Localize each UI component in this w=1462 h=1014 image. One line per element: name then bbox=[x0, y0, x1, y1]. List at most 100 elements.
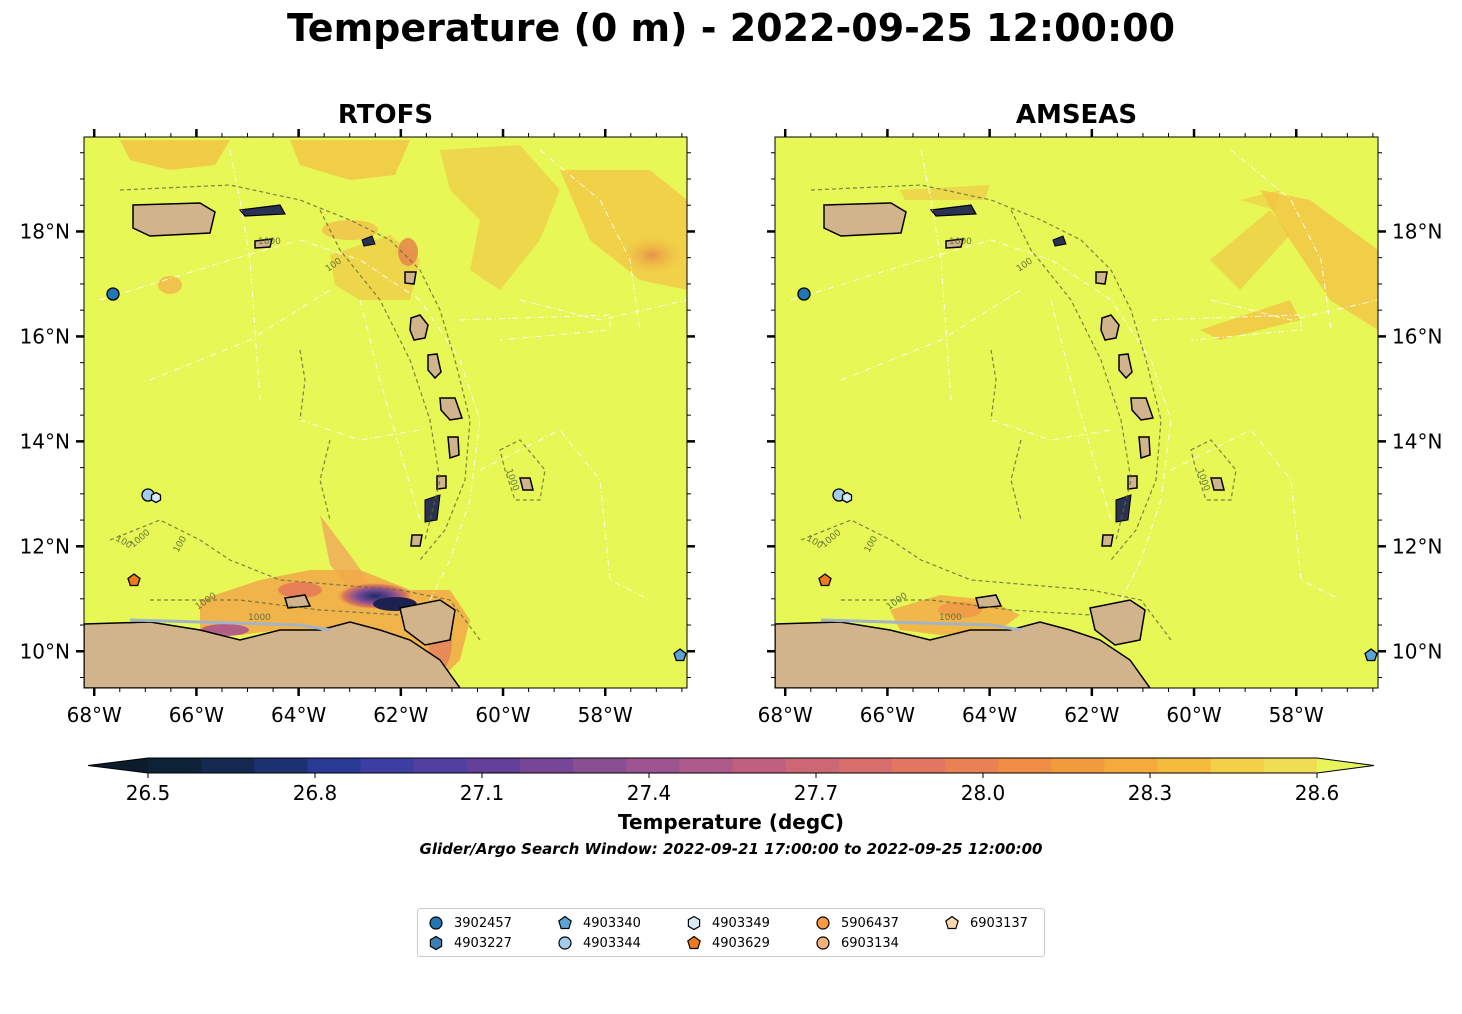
svg-text:1000: 1000 bbox=[949, 237, 972, 247]
marker-4903629 bbox=[818, 573, 832, 587]
svg-text:1000: 1000 bbox=[939, 613, 962, 623]
colorbar-segment bbox=[307, 758, 362, 773]
x-tick-label: 66°W bbox=[169, 703, 224, 727]
circle-marker-icon bbox=[558, 936, 572, 950]
x-tick-label: 62°W bbox=[373, 703, 428, 727]
y-tick-label: 12°N bbox=[1392, 534, 1442, 558]
colorbar-segment bbox=[1051, 758, 1105, 773]
circle-marker-icon bbox=[816, 936, 830, 950]
colorbar-segment bbox=[679, 758, 733, 773]
marker-4903349 bbox=[841, 491, 853, 504]
svg-text:1000: 1000 bbox=[258, 237, 281, 247]
x-tick-label: 60°W bbox=[475, 703, 530, 727]
pentagon-marker-icon bbox=[558, 915, 572, 930]
x-tick-label: 68°W bbox=[67, 703, 122, 727]
y-tick-label: 10°N bbox=[20, 639, 70, 663]
figure-title: Temperature (0 m) - 2022-09-25 12:00:00 bbox=[286, 6, 1176, 50]
marker-4903340 bbox=[673, 648, 687, 662]
x-tick-label: 66°W bbox=[860, 703, 915, 727]
y-tick-label: 18°N bbox=[20, 219, 70, 243]
hexagon-marker-icon bbox=[687, 915, 701, 931]
legend-item: 6903134 bbox=[815, 935, 899, 951]
colorbar-segment bbox=[998, 758, 1052, 773]
legend-item: 4903340 bbox=[557, 915, 641, 931]
panel-title-amseas: AMSEAS bbox=[1015, 100, 1138, 130]
axis-ticks: 68°W 66°W 64°W 62°W 60°W 58°W 18°N 16°N 14°N 12°N… bbox=[20, 129, 1442, 727]
pentagon-marker-icon bbox=[945, 915, 959, 930]
colorbar-tick-label: 27.7 bbox=[794, 781, 839, 805]
float-markers bbox=[797, 287, 1378, 662]
y-tick-label: 16°N bbox=[1392, 324, 1442, 348]
marker-3902457 bbox=[797, 287, 811, 301]
colorbar-label: Temperature (degC) bbox=[618, 810, 844, 834]
colorbar-segment bbox=[254, 758, 308, 773]
marker-4903340 bbox=[1364, 648, 1378, 662]
circle-marker-icon bbox=[429, 916, 443, 930]
x-tick-label: 58°W bbox=[1269, 703, 1324, 727]
legend-item: 4903349 bbox=[686, 915, 770, 931]
colorbar-tick-label: 27.4 bbox=[627, 781, 672, 805]
legend-item: 6903137 bbox=[944, 915, 1028, 931]
colorbar-segment bbox=[413, 758, 468, 773]
x-tick-label: 58°W bbox=[578, 703, 633, 727]
colorbar-segment bbox=[466, 758, 521, 773]
legend-item: 4903344 bbox=[557, 935, 641, 951]
colorbar-tick-label: 28.0 bbox=[961, 781, 1006, 805]
y-tick-label: 14°N bbox=[20, 429, 70, 453]
x-tick-label: 64°W bbox=[271, 703, 326, 727]
colorbar-segment bbox=[1263, 758, 1318, 773]
colorbar-extend-low bbox=[88, 758, 148, 773]
y-tick-label: 10°N bbox=[1392, 639, 1442, 663]
x-tick-label: 60°W bbox=[1166, 703, 1221, 727]
y-tick-label: 12°N bbox=[20, 534, 70, 558]
land-areas bbox=[84, 202, 534, 688]
colorbar-tick-label: 28.6 bbox=[1295, 781, 1340, 805]
legend: 3902457 4903227 4903340 4903344 4903349 … bbox=[417, 908, 1045, 957]
x-tick-label: 64°W bbox=[962, 703, 1017, 727]
y-tick-label: 18°N bbox=[1392, 219, 1442, 243]
colorbar-segment bbox=[1210, 758, 1265, 773]
x-tick-label: 62°W bbox=[1064, 703, 1119, 727]
warm-anomaly-areas bbox=[120, 140, 687, 680]
map-panel-amseas: 1000 100 1000 100 1000 1000 1000 100 bbox=[774, 136, 1379, 689]
bathymetry-contours bbox=[109, 184, 546, 641]
colorbar-segment bbox=[838, 758, 893, 773]
colorbar-tick-label: 27.1 bbox=[460, 781, 505, 805]
x-tick-label: 68°W bbox=[758, 703, 813, 727]
colorbar-tick-label: 26.8 bbox=[293, 781, 338, 805]
colorbar-tick-label: 28.3 bbox=[1128, 781, 1173, 805]
colorbar-segment bbox=[573, 758, 627, 773]
colorbar-segment bbox=[891, 758, 946, 773]
marker-3902457 bbox=[106, 287, 120, 301]
svg-text:1000: 1000 bbox=[248, 613, 271, 623]
land-areas bbox=[775, 202, 1225, 688]
colorbar-segment bbox=[732, 758, 787, 773]
colorbar: 26.5 26.8 27.1 27.4 27.7 28.0 28.3 28.6 bbox=[87, 757, 1375, 805]
colorbar-segment bbox=[360, 758, 415, 773]
map-panel-rtofs: 1000 100 1000 100 1000 1000 1000 100 bbox=[83, 136, 688, 689]
colorbar-segment bbox=[945, 758, 999, 773]
legend-item: 4903629 bbox=[686, 935, 770, 951]
colorbar-segment bbox=[626, 758, 680, 773]
hexagon-marker-icon bbox=[429, 935, 443, 951]
colorbar-segment bbox=[785, 758, 840, 773]
float-markers bbox=[106, 287, 687, 662]
colorbar-extend-high bbox=[1317, 758, 1374, 773]
y-tick-label: 14°N bbox=[1392, 429, 1442, 453]
colorbar-segment bbox=[1104, 758, 1159, 773]
colorbar-tick-label: 26.5 bbox=[126, 781, 171, 805]
legend-item: 4903227 bbox=[428, 935, 512, 951]
marker-4903349 bbox=[150, 491, 162, 504]
eez-lines bbox=[99, 149, 687, 601]
eez-lines bbox=[790, 149, 1378, 601]
legend-item: 3902457 bbox=[428, 915, 512, 931]
legend-item: 5906437 bbox=[815, 915, 899, 931]
colorbar-segment bbox=[519, 758, 574, 773]
y-tick-label: 16°N bbox=[20, 324, 70, 348]
circle-marker-icon bbox=[816, 916, 830, 930]
colorbar-segment bbox=[148, 758, 202, 773]
colorbar-segment bbox=[1157, 758, 1212, 773]
colorbar-segment bbox=[201, 758, 255, 773]
panel-title-rtofs: RTOFS bbox=[337, 100, 434, 130]
